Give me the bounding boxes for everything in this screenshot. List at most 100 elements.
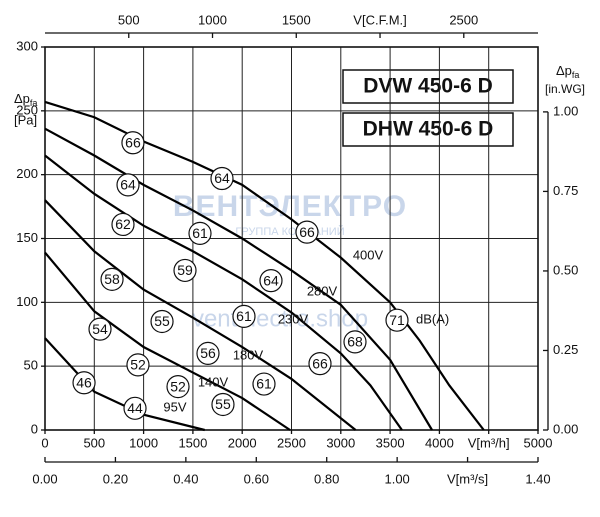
y2-axis-unit: [in.WG] xyxy=(545,82,585,96)
x-tick-label: 2500 xyxy=(277,435,306,450)
sound-level-marker xyxy=(210,166,234,191)
x-tick-label: 2000 xyxy=(228,435,257,450)
sound-level-label: 55 xyxy=(154,313,170,329)
sound-level-marker xyxy=(232,304,256,328)
sound-level-marker xyxy=(116,173,140,197)
curve-label: 140V xyxy=(198,374,229,389)
x-tick-label: 1000 xyxy=(129,435,158,450)
fan-curve xyxy=(44,127,433,431)
y2-tick-label: 0.25 xyxy=(553,342,578,357)
x-tick-label: 4000 xyxy=(425,435,454,450)
watermark-url: ventelectro.shop xyxy=(192,305,368,332)
sound-level-label: 66 xyxy=(125,134,141,150)
fan-curve xyxy=(44,337,205,432)
plot-frame xyxy=(44,46,539,431)
sound-level-label: 64 xyxy=(120,177,136,193)
y-tick-label: 200 xyxy=(16,166,38,181)
curve-label: 230V xyxy=(278,311,309,326)
x-tick-label: V[m³/h] xyxy=(468,435,510,450)
sound-level-label: 66 xyxy=(312,355,328,371)
y-tick-label: 150 xyxy=(16,230,38,245)
x-tick-label: 1500 xyxy=(178,435,207,450)
sound-level-label: 64 xyxy=(214,170,230,186)
sound-level-label: 61 xyxy=(192,225,208,241)
sound-level-marker xyxy=(123,396,147,420)
sound-level-label: 46 xyxy=(76,374,92,390)
sound-level-marker xyxy=(88,317,112,341)
x2-tick-label: 500 xyxy=(118,12,140,27)
x3-tick-label: 0.40 xyxy=(173,471,198,486)
sound-level-label: 54 xyxy=(92,321,108,337)
x-tick-label: 0 xyxy=(41,435,48,450)
sound-level-marker xyxy=(188,221,212,245)
x3-tick-label: 0.20 xyxy=(103,471,128,486)
fan-curve xyxy=(44,154,403,431)
curve-label: 280V xyxy=(307,283,338,298)
x3-tick-label: 0.60 xyxy=(244,471,269,486)
model-box xyxy=(342,112,514,147)
sound-level-marker xyxy=(126,353,150,377)
sound-level-marker xyxy=(385,308,409,332)
sound-level-marker xyxy=(111,212,135,237)
sound-level-marker xyxy=(166,374,190,399)
sound-level-label: 66 xyxy=(299,224,315,240)
sound-level-marker xyxy=(121,131,145,155)
y2-tick-label: 0.00 xyxy=(553,421,578,436)
x-tick-label: 3000 xyxy=(326,435,355,450)
sound-level-marker xyxy=(100,267,124,291)
x2-tick-label: 1500 xyxy=(282,12,311,27)
fan-curve xyxy=(44,199,357,431)
sound-level-marker xyxy=(295,220,319,244)
sound-level-label: 44 xyxy=(127,400,143,416)
model-label: DVW 450-6 D xyxy=(363,75,493,98)
y2-axis-label-main: Δp xyxy=(556,63,572,78)
sound-level-label: 62 xyxy=(115,216,131,232)
x3-tick-label: 0.80 xyxy=(314,471,339,486)
sound-level-label: 64 xyxy=(263,272,279,288)
sound-level-label: 68 xyxy=(347,334,363,350)
y-axis-label-sub: fa xyxy=(30,98,38,108)
curve-label: 400V xyxy=(353,247,384,262)
y2-tick-label: 0.50 xyxy=(553,262,578,277)
y-axis-unit: [Pa] xyxy=(14,112,37,127)
sound-level-marker xyxy=(72,371,96,395)
sound-level-marker xyxy=(308,352,332,376)
x-tick-label: 5000 xyxy=(524,435,553,450)
y-tick-label: 100 xyxy=(16,294,38,309)
curve-label: 180V xyxy=(233,347,264,362)
sound-level-marker xyxy=(211,392,235,417)
fan-curve xyxy=(44,251,291,431)
x3-tick-label: 0.00 xyxy=(32,471,57,486)
x2-tick-label: 1000 xyxy=(198,12,227,27)
x3-tick-label: 1.00 xyxy=(384,471,409,486)
x2-tick-label: V[C.F.M.] xyxy=(353,12,406,27)
sound-level-label: 61 xyxy=(256,376,272,392)
model-box xyxy=(342,69,514,104)
sound-level-marker xyxy=(259,269,283,293)
y2-axis-label-sub: fa xyxy=(572,70,580,80)
y-tick-label: 300 xyxy=(16,38,38,53)
sound-level-marker xyxy=(173,258,197,283)
sound-level-label: 61 xyxy=(236,308,252,324)
x3-tick-label: 1.40 xyxy=(525,471,550,486)
watermark-tagline: ГРУППА КОМПАНИЙ xyxy=(235,225,344,238)
y-tick-label: 50 xyxy=(24,358,38,373)
sound-level-label: 52 xyxy=(170,378,186,394)
sound-level-label: 58 xyxy=(104,271,120,287)
x3-tick-label: V[m³/s] xyxy=(447,471,488,486)
x-tick-label: 500 xyxy=(83,435,105,450)
sound-level-label: 71 xyxy=(389,312,405,328)
sound-level-marker xyxy=(196,341,220,365)
model-label: DHW 450-6 D xyxy=(363,118,494,141)
sound-level-marker xyxy=(252,372,276,396)
y2-tick-label: 0.75 xyxy=(553,183,578,198)
y-tick-label: 250 xyxy=(16,102,38,117)
y2-axis-label: Δpfa xyxy=(556,63,579,80)
x-tick-label: 3500 xyxy=(376,435,405,450)
sound-level-label: 52 xyxy=(130,357,146,373)
curve-label: 95V xyxy=(163,399,186,414)
sound-level-label: 59 xyxy=(177,262,193,278)
x2-tick-label: 2500 xyxy=(449,12,478,27)
sound-level-label: 56 xyxy=(200,345,216,361)
